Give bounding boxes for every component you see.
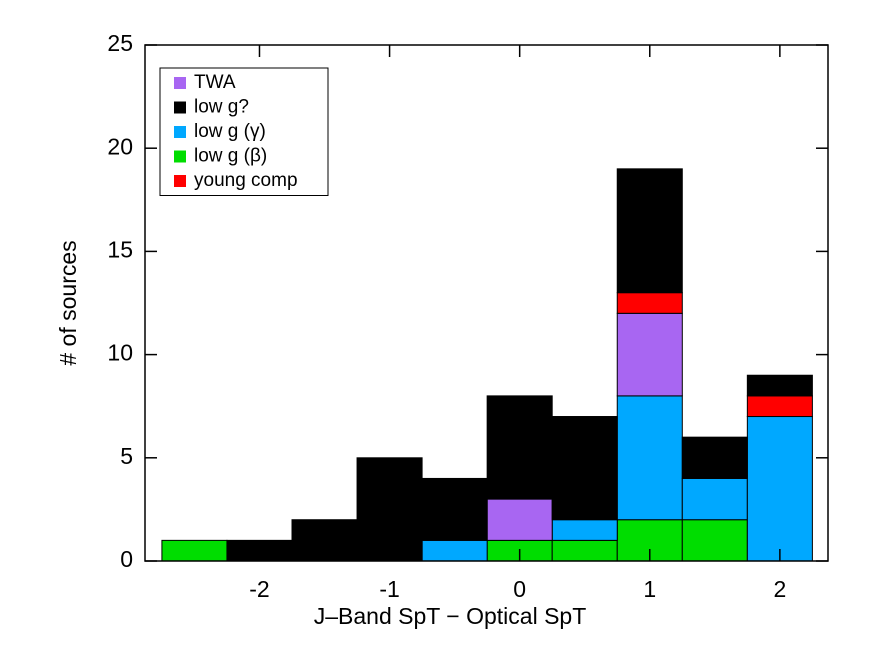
bar [616, 168, 683, 294]
bar [551, 416, 618, 521]
legend-label: low g (β) [194, 146, 267, 167]
bar [486, 395, 553, 500]
x-axis-label: J–Band SpT − Optical SpT [314, 603, 587, 629]
y-tick-label: 15 [107, 236, 133, 262]
legend-swatch [174, 126, 186, 138]
bar [681, 519, 748, 562]
bar [161, 539, 228, 562]
x-tick-label: -2 [249, 576, 269, 602]
bar [551, 519, 618, 541]
bar [291, 519, 358, 562]
bar [746, 395, 813, 418]
bar [746, 416, 813, 562]
y-tick-label: 0 [120, 546, 133, 572]
legend-label: TWA [194, 72, 236, 93]
bar [551, 539, 618, 562]
legend-label: young comp [194, 170, 298, 191]
y-tick-label: 10 [107, 340, 133, 366]
legend: TWA low g? low g (γ) low g (β) young comp [159, 67, 329, 196]
bar [356, 457, 423, 562]
x-tick-label: 1 [643, 576, 656, 602]
x-tick-label: 0 [513, 576, 526, 602]
bar [486, 498, 553, 541]
x-tick-label: 2 [773, 576, 786, 602]
x-tick-label: -1 [379, 576, 399, 602]
legend-swatch [174, 101, 186, 114]
bar [421, 477, 488, 541]
bar [616, 395, 683, 521]
bar [681, 436, 748, 479]
bar [746, 374, 813, 397]
y-tick-label: 5 [120, 443, 133, 469]
legend-label: low g (γ) [194, 121, 266, 142]
legend-swatch [174, 150, 186, 163]
legend-swatch [174, 77, 186, 89]
bar [616, 292, 683, 314]
legend-frame [159, 67, 329, 196]
bar [616, 312, 683, 397]
y-tick-label: 25 [107, 30, 133, 56]
bar [421, 539, 488, 562]
bar [681, 477, 748, 521]
plot-frame [144, 44, 829, 562]
y-tick-label: 20 [107, 133, 133, 159]
legend-swatch [174, 175, 186, 187]
legend-label: low g? [194, 97, 249, 118]
y-axis-label: # of sources [55, 240, 81, 365]
